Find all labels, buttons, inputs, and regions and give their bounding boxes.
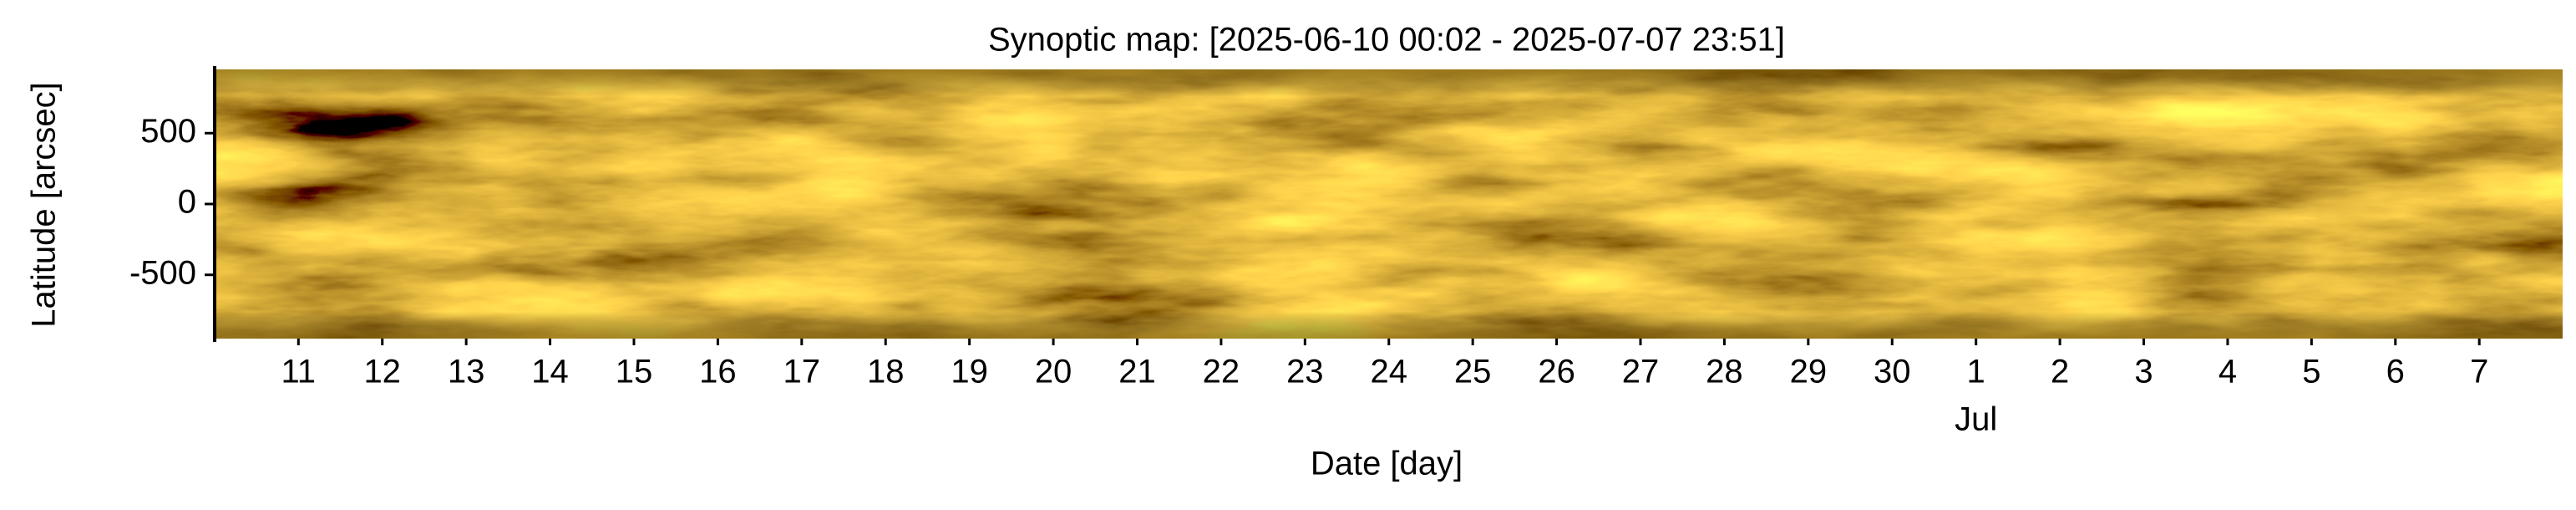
x-tick-label: 16 [699, 354, 737, 390]
x-axis-label: Date [day] [1311, 446, 1463, 482]
x-tick-label: 4 [2219, 354, 2237, 390]
x-tick-label: 25 [1454, 354, 1492, 390]
x-tick-label: 21 [1118, 354, 1156, 390]
x-tick-label: 30 [1874, 354, 1911, 390]
x-month-label: Jul [1955, 401, 1997, 438]
x-tick-label: 3 [2134, 354, 2153, 390]
chart-title: Synoptic map: [2025-06-10 00:02 - 2025-0… [988, 22, 1785, 59]
x-tick-label: 6 [2386, 354, 2405, 390]
x-tick-label: 27 [1622, 354, 1660, 390]
limb-shading [215, 69, 2563, 339]
x-tick-label: 26 [1538, 354, 1575, 390]
x-tick-label: 12 [363, 354, 401, 390]
x-tick-label: 5 [2302, 354, 2320, 390]
x-tick-label: 2 [2051, 354, 2069, 390]
x-tick-label: 19 [951, 354, 988, 390]
x-tick-label: 22 [1203, 354, 1240, 390]
x-tick-label: 18 [867, 354, 905, 390]
x-tick-label: 11 [281, 354, 317, 390]
x-tick-label: 17 [783, 354, 821, 390]
x-tick-label: 15 [616, 354, 653, 390]
y-axis-label: Latitude [arcsec] [26, 82, 63, 328]
x-tick-label: 1 [1967, 354, 1985, 390]
x-tick-label: 23 [1286, 354, 1324, 390]
x-tick-label: 7 [2470, 354, 2488, 390]
x-tick-label: 24 [1370, 354, 1407, 390]
x-tick-label: 20 [1035, 354, 1072, 390]
y-tick-label: -500 [129, 254, 196, 291]
x-tick-label: 29 [1790, 354, 1828, 390]
x-tick-label: 28 [1706, 354, 1743, 390]
y-tick-label: 500 [140, 113, 196, 150]
x-tick-label: 13 [448, 354, 485, 390]
y-tick-label: 0 [178, 184, 196, 221]
x-tick-label: 14 [531, 354, 569, 390]
plot-area [213, 66, 2563, 342]
